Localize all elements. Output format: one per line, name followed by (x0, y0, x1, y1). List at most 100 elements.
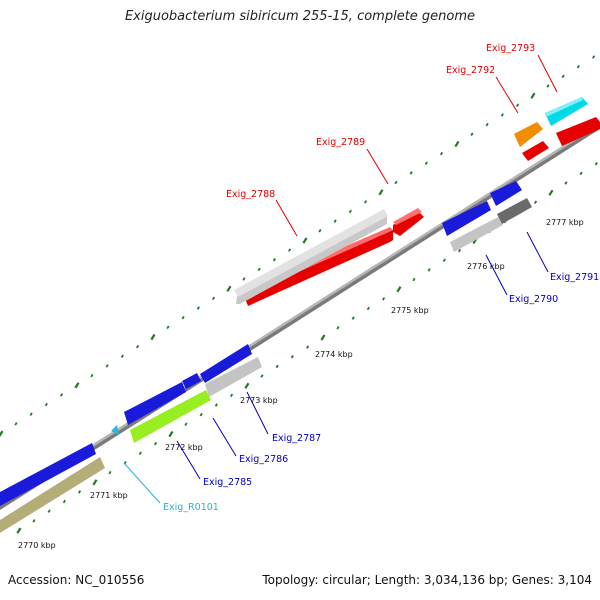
tick-minor (364, 200, 368, 204)
gene-labels: Exig_2788 Exig_2789 Exig_2792 Exig_2793 … (163, 43, 599, 513)
feature-exig-2792[interactable] (514, 122, 543, 147)
tick-minor (196, 306, 200, 310)
gene-label-exig-r0101[interactable]: Exig_R0101 (163, 502, 219, 513)
scale-label-2776: 2776 kbp (467, 262, 505, 271)
gene-label-exig-2788[interactable]: Exig_2788 (226, 189, 275, 200)
tick-major (92, 479, 98, 486)
tick-minor (592, 55, 596, 59)
tick-minor (458, 248, 462, 253)
scale-label-2773: 2773 kbp (240, 396, 278, 405)
tick-minor (351, 316, 355, 320)
feature-exig-2786[interactable] (182, 373, 201, 389)
tick-minor (60, 393, 64, 397)
tick-minor (257, 267, 261, 272)
tick-minor (44, 402, 48, 407)
tick-major (302, 237, 308, 244)
feature-exig-2790[interactable] (442, 201, 491, 236)
map-title: Exiguobacterium sibiricum 255-15, comple… (124, 9, 476, 24)
gene-label-exig-2793[interactable]: Exig_2793 (486, 43, 535, 54)
tick-minor (485, 122, 489, 127)
tick-minor (516, 103, 520, 108)
feature-exig-2788[interactable] (244, 230, 393, 306)
scale-labels: 2770 kbp 2771 kbp 2772 kbp 2773 kbp 2774… (18, 218, 584, 550)
tick-minor (288, 248, 292, 252)
genome-summary-text: Topology: circular; Length: 3,034,136 bp… (262, 573, 592, 587)
tick-minor (260, 374, 264, 378)
tick-minor (564, 181, 568, 185)
tick-minor (290, 354, 294, 359)
tick-major (74, 382, 80, 389)
tick-minor (579, 171, 583, 176)
tick-minor (47, 509, 51, 513)
tick-minor (470, 132, 474, 137)
tick-minor (184, 422, 188, 427)
scale-label-2775: 2775 kbp (391, 306, 429, 315)
scale-label-2774: 2774 kbp (315, 350, 353, 359)
gene-label-exig-2785[interactable]: Exig_2785 (203, 477, 252, 488)
tick-minor (594, 161, 598, 166)
gene-label-exig-2791[interactable]: Exig_2791 (550, 272, 599, 283)
accession-text: Accession: NC_010556 (8, 573, 145, 587)
tick-minor (181, 315, 185, 320)
tick-minor (90, 373, 94, 378)
tick-major (0, 430, 4, 437)
gene-label-exig-2787[interactable]: Exig_2787 (272, 433, 321, 444)
tick-minor (409, 171, 413, 175)
tick-major (150, 333, 156, 341)
feature-exig-2787[interactable] (200, 344, 252, 383)
feature-exig-2791[interactable] (490, 181, 522, 206)
forward-features (234, 97, 600, 306)
scale-label-2772: 2772 kbp (165, 443, 203, 452)
tick-minor (561, 74, 565, 79)
gene-label-exig-2789[interactable]: Exig_2789 (316, 137, 365, 148)
reverse-features (0, 181, 532, 533)
feature-exig-r0101[interactable] (111, 425, 119, 435)
tick-minor (108, 470, 112, 475)
tick-minor (394, 180, 398, 185)
scale-label-2770: 2770 kbp (18, 541, 56, 550)
gene-label-exig-2786[interactable]: Exig_2786 (239, 454, 288, 465)
tick-major (16, 527, 22, 534)
tick-major (548, 189, 554, 196)
feature-lime (130, 390, 211, 443)
tick-minor (424, 161, 428, 165)
tick-minor (32, 519, 36, 523)
tick-minor (306, 345, 310, 349)
tick-minor (348, 209, 352, 214)
feature-blue-long (0, 443, 96, 506)
tick-minor (14, 422, 18, 426)
tick-minor (427, 268, 431, 272)
tick-minor (230, 393, 234, 398)
leader-lines (123, 54, 558, 504)
outer-tick-ring (0, 55, 596, 437)
feature-exig-2785[interactable] (124, 382, 186, 425)
tick-minor (272, 257, 276, 262)
tick-minor (138, 451, 142, 456)
tick-minor (546, 84, 550, 88)
tick-minor (212, 296, 216, 301)
tick-minor (318, 229, 322, 233)
gene-label-exig-2792[interactable]: Exig_2792 (446, 65, 495, 76)
tick-minor (214, 403, 218, 407)
inner-tick-ring (16, 161, 598, 534)
gene-label-exig-2790[interactable]: Exig_2790 (509, 294, 558, 305)
tick-minor (120, 354, 124, 359)
tick-minor (366, 306, 370, 311)
tick-minor (242, 277, 246, 281)
tick-minor (382, 297, 386, 301)
feature-exig-2793[interactable] (545, 97, 588, 126)
tick-minor (500, 113, 504, 117)
tick-minor (412, 277, 416, 282)
tick-minor (199, 412, 203, 417)
tick-minor (534, 200, 538, 205)
tick-minor (136, 344, 140, 349)
feature-exig-2789[interactable] (393, 211, 424, 236)
tick-minor (154, 441, 158, 446)
feature-exig-2793b[interactable] (556, 117, 600, 146)
feature-exig-2788-stripe (236, 216, 387, 304)
feature-exig-2792b[interactable] (522, 141, 549, 161)
scale-label-2771: 2771 kbp (90, 491, 128, 500)
tick-major (378, 189, 384, 196)
tick-minor (333, 219, 337, 223)
tick-minor (78, 490, 82, 494)
